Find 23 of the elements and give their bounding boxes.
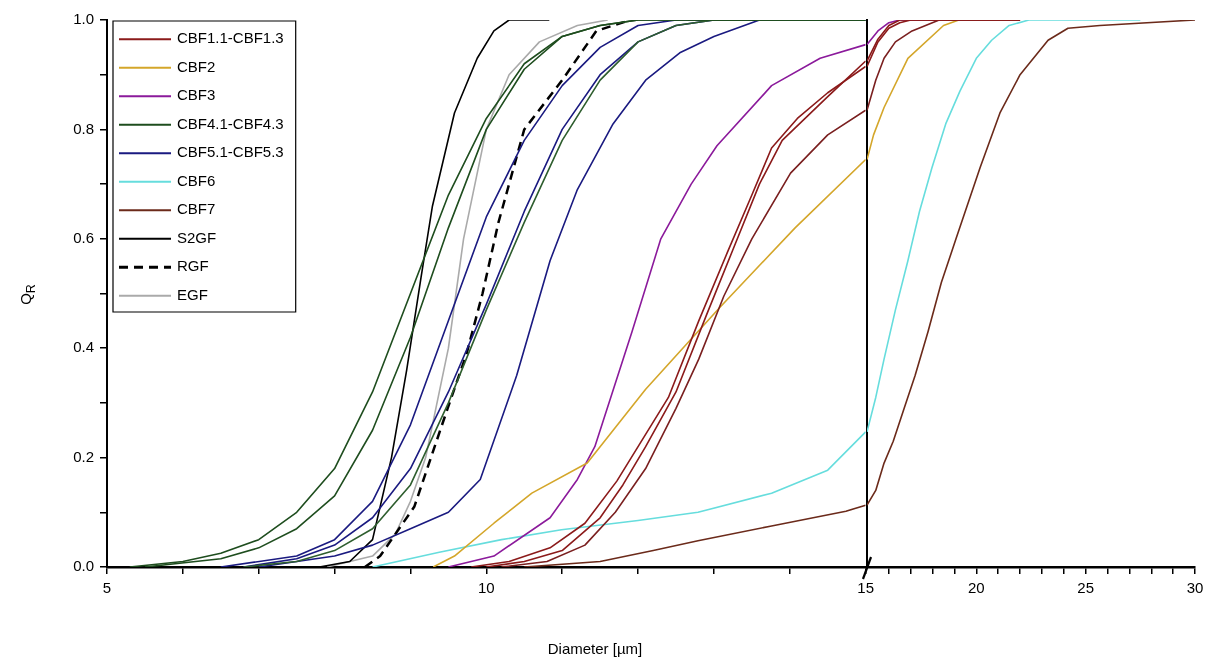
y-tick-label: 0.4 (73, 338, 94, 356)
x-tick-label: 10 (477, 579, 495, 597)
legend-label: S2GF (177, 228, 217, 246)
x-tick-label: 15 (857, 579, 874, 597)
x-tick-label: 30 (1186, 579, 1204, 597)
legend-label: CBF6 (177, 171, 216, 189)
x-tick-label: 20 (967, 579, 985, 597)
y-tick-label: 0.8 (73, 119, 94, 137)
y-tick-label: 0.6 (73, 228, 94, 246)
legend-label: CBF3 (177, 86, 216, 104)
x-tick-label: 5 (102, 579, 112, 597)
legend-label: CBF1.1-CBF1.3 (177, 29, 284, 47)
x-axis-title: Diameter [µm] (546, 640, 644, 657)
y-tick-label: 0.2 (73, 447, 94, 465)
y-tick-label: 0.0 (73, 557, 94, 575)
legend-label: CBF4.1-CBF4.3 (177, 114, 284, 132)
legend-label: RGF (177, 257, 209, 275)
x-tick-label: 25 (1077, 579, 1095, 597)
legend-label: CBF2 (177, 57, 216, 75)
legend-label: CBF5.1-CBF5.3 (177, 143, 284, 161)
legend-label: EGF (177, 285, 208, 303)
legend-label: CBF7 (177, 200, 216, 218)
y-tick-label: 1.0 (73, 10, 94, 28)
